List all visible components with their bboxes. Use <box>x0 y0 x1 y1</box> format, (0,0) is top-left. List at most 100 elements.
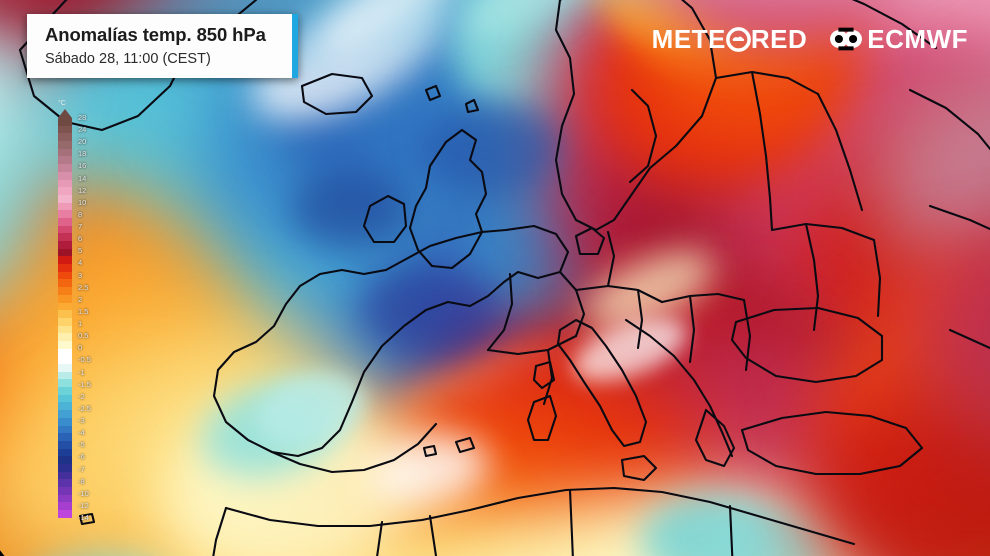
legend-tick: -4 <box>78 428 85 438</box>
legend-color-segment <box>58 256 72 265</box>
legend-tick: 4 <box>78 258 83 268</box>
legend-color-segment <box>58 410 72 418</box>
legend-color-segment <box>58 456 72 464</box>
legend-color-segment <box>58 148 72 157</box>
legend-color-segment <box>58 210 72 218</box>
legend-tick: -1.5 <box>78 379 91 389</box>
legend-color-segment <box>58 310 72 318</box>
legend-color-segment <box>58 264 72 272</box>
legend-color-segment <box>58 187 72 195</box>
legend-tick: -10 <box>78 488 89 498</box>
legend-tick: -3 <box>78 416 85 426</box>
legend-color-segment <box>58 448 72 457</box>
legend-tick: 7 <box>78 222 83 232</box>
legend-color-segment <box>58 325 72 334</box>
legend-color-segment <box>58 225 72 234</box>
legend-color-segment <box>58 333 72 341</box>
legend-color-segment <box>58 194 72 203</box>
logo-group: METE RED ECMWF <box>652 26 968 52</box>
legend-color-segment <box>58 417 72 426</box>
legend-tick: 24 <box>78 125 87 135</box>
legend-color-segment <box>58 118 72 126</box>
legend-tick: -12 <box>78 500 89 510</box>
legend-color-segment <box>58 287 72 295</box>
legend-color-segment <box>58 394 72 403</box>
legend-tick: 6 <box>78 234 83 244</box>
meteored-text-before: METE <box>651 24 726 54</box>
legend-color-segment <box>58 387 72 395</box>
legend-tick: -6 <box>78 452 85 462</box>
legend-tick: 2 <box>78 294 83 304</box>
legend-color-segment <box>58 302 72 311</box>
legend-color-segment <box>58 164 72 172</box>
cloud-drop-o-icon <box>725 26 751 52</box>
legend-color-segment <box>58 356 72 364</box>
legend-color-segment <box>58 402 72 411</box>
legend: °C 28 24 20 18 16 14 12 10 8 7 6 5 4 3 2.5 2 1.5 1 0.5 0 -0.… <box>52 100 100 521</box>
legend-tick: 8 <box>78 209 83 219</box>
legend-color-segment <box>58 471 72 480</box>
page-title: Anomalías temp. 850 hPa <box>45 24 266 45</box>
ecmwf-cloud-icon <box>830 27 863 51</box>
legend-color-segment <box>58 241 72 249</box>
legend-color-segment <box>58 248 72 257</box>
ecmwf-logo[interactable]: ECMWF <box>829 26 968 52</box>
legend-tick: 12 <box>78 185 87 195</box>
legend-tick: 1 <box>78 319 83 329</box>
legend-tick: 5 <box>78 246 83 256</box>
legend-unit: °C <box>58 100 66 107</box>
legend-color-segment <box>58 217 72 226</box>
legend-colorbar <box>58 118 72 518</box>
meteored-logo[interactable]: METE RED <box>652 26 808 52</box>
legend-tick: -1 <box>78 367 85 377</box>
legend-tick: -7 <box>78 464 85 474</box>
legend-tick: 18 <box>78 149 87 159</box>
legend-color-segment <box>58 125 72 134</box>
legend-color-segment <box>58 425 72 434</box>
legend-tick: 0 <box>78 343 83 353</box>
legend-color-segment <box>58 141 72 149</box>
legend-tick: 10 <box>78 197 87 207</box>
legend-color-segment <box>58 271 72 280</box>
legend-tick: 14 <box>78 173 87 183</box>
legend-color-segment <box>58 502 72 511</box>
legend-color-segment <box>58 233 72 241</box>
legend-tick: 20 <box>78 137 87 147</box>
legend-color-segment <box>58 348 72 357</box>
legend-color-segment <box>58 171 72 180</box>
legend-tick: 16 <box>78 161 87 171</box>
legend-color-segment <box>58 487 72 495</box>
legend-color-segment <box>58 440 72 449</box>
legend-color-segment <box>58 202 72 211</box>
legend-tick: 1.5 <box>78 306 89 316</box>
legend-tick: 3 <box>78 270 83 280</box>
legend-tick: -0.5 <box>78 355 91 365</box>
legend-tick: 28 <box>78 113 87 122</box>
legend-color-segment <box>58 433 72 441</box>
legend-tick: 0.5 <box>78 331 89 341</box>
legend-tick: -8 <box>78 476 85 486</box>
legend-color-segment <box>58 156 72 165</box>
legend-tick: -2 <box>78 391 85 401</box>
legend-color-segment <box>58 179 72 188</box>
forecast-datetime: Sábado 28, 11:00 (CEST) <box>45 51 211 67</box>
legend-color-segment <box>58 340 72 349</box>
legend-color-segment <box>58 494 72 503</box>
legend-color-segment <box>58 371 72 380</box>
legend-color-segment <box>58 463 72 472</box>
legend-color-segment <box>58 317 72 326</box>
legend-tick: 2.5 <box>78 282 89 292</box>
legend-tick-labels: 28 24 20 18 16 14 12 10 8 7 6 5 4 3 2.5 2 1.5 1 0.5 0 -0.5 -1… <box>78 114 100 521</box>
title-card: Anomalías temp. 850 hPa Sábado 28, 11:00… <box>27 14 298 78</box>
legend-tick: -14 <box>78 513 89 522</box>
legend-color-segment <box>58 364 72 372</box>
legend-tick: -2.5 <box>78 403 91 413</box>
legend-color-segment <box>58 279 72 288</box>
legend-color-segment <box>58 294 72 303</box>
legend-arrow-top <box>58 109 72 118</box>
legend-color-segment <box>58 133 72 142</box>
legend-tick: -5 <box>78 440 85 450</box>
meteored-text-after: RED <box>750 24 808 54</box>
